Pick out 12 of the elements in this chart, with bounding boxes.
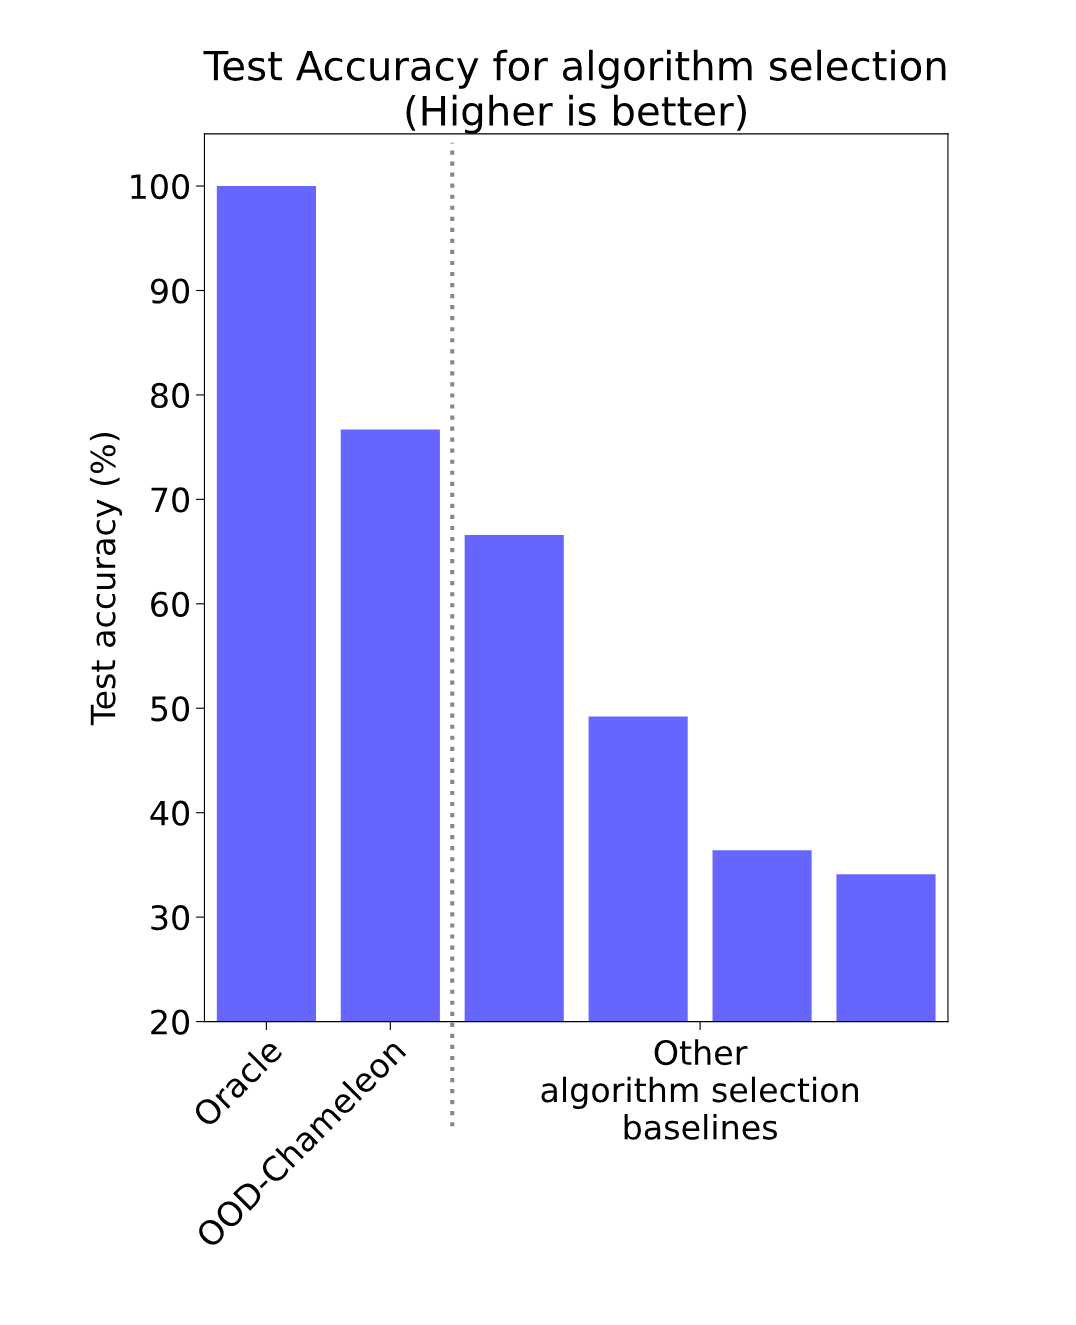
- y-tick-label: 30: [151, 905, 190, 931]
- text: Other algorithm selection baselines: [541, 1039, 858, 1140]
- y-tick-label: 80: [151, 382, 190, 409]
- y-tick-label: 100: [131, 173, 190, 200]
- y-tick-label: 50: [151, 696, 190, 722]
- y-tick-label: 20: [151, 1009, 190, 1035]
- y-axis-title: Test accuracy (%): [89, 433, 123, 726]
- y-tick-label: 70: [151, 487, 190, 513]
- y-tick-label: 90: [150, 278, 190, 304]
- chart-title: Test Accuracy for algorithm selection (Higher is better): [203, 49, 946, 134]
- y-tick-label: 60: [151, 591, 190, 617]
- y-tick-label: 40: [150, 800, 190, 826]
